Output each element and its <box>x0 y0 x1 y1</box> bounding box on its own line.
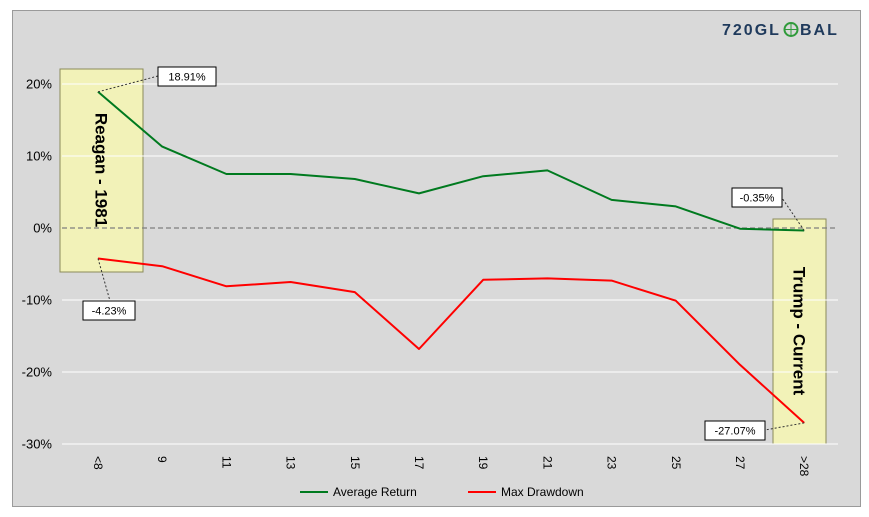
y-tick-label: -20% <box>22 365 53 380</box>
series-line <box>97 257 805 424</box>
callout-label: 18.91% <box>168 72 206 84</box>
highlight-label: Reagan - 1981 <box>92 113 111 227</box>
x-tick-label: <8 <box>91 456 105 470</box>
y-tick-label: -10% <box>22 293 53 308</box>
x-tick-label: 13 <box>284 456 298 470</box>
y-axis: 20% 10% 0% -10% -20% -30% <box>22 77 53 452</box>
x-tick-label: 11 <box>219 456 233 469</box>
callout-leader <box>781 197 805 231</box>
callout-box <box>731 187 783 208</box>
x-axis: <8 9 11 13 15 17 19 21 23 25 27 >28 <box>91 456 811 477</box>
series-line <box>97 91 805 232</box>
logo-text-left: 720GL <box>722 22 781 39</box>
x-tick-label: 25 <box>669 456 683 470</box>
y-tick-label: 0% <box>33 221 52 236</box>
highlight-labels: Reagan - 1981 Trump - Current <box>92 113 809 396</box>
x-tick-label: 23 <box>605 456 619 470</box>
callout-box <box>82 300 136 321</box>
highlight-box <box>772 218 827 445</box>
logo-text-right: BAL <box>800 22 839 39</box>
gridlines <box>62 83 838 445</box>
logo: 720GL BAL <box>722 22 839 39</box>
callout-leader <box>97 258 111 302</box>
legend: Average Return Max Drawdown <box>300 485 584 499</box>
highlight-boxes <box>59 68 827 445</box>
legend-label: Average Return <box>333 485 417 499</box>
highlight-label: Trump - Current <box>790 267 809 396</box>
y-tick-label: 20% <box>26 77 52 92</box>
x-tick-label: >28 <box>797 456 811 477</box>
x-tick-label: 15 <box>348 456 362 470</box>
globe-grid-icon <box>785 23 797 36</box>
legend-label: Max Drawdown <box>501 485 584 499</box>
x-tick-label: 21 <box>540 456 554 470</box>
highlight-box <box>59 68 144 273</box>
x-tick-label: 17 <box>412 456 426 470</box>
x-tick-label: 27 <box>733 456 747 470</box>
callout-label: -0.35% <box>740 193 775 205</box>
callout-box <box>157 66 217 87</box>
series-lines <box>97 91 805 424</box>
callout-leader <box>764 422 805 431</box>
callout-box <box>704 420 766 441</box>
y-tick-label: -30% <box>22 437 53 452</box>
callouts: 18.91% -4.23% -0.35% -27.07% <box>82 66 805 441</box>
callout-label: -27.07% <box>715 426 756 438</box>
x-tick-label: 19 <box>476 456 490 470</box>
y-tick-label: 10% <box>26 149 52 164</box>
callout-label: -4.23% <box>92 306 127 318</box>
x-tick-label: 9 <box>155 456 169 463</box>
